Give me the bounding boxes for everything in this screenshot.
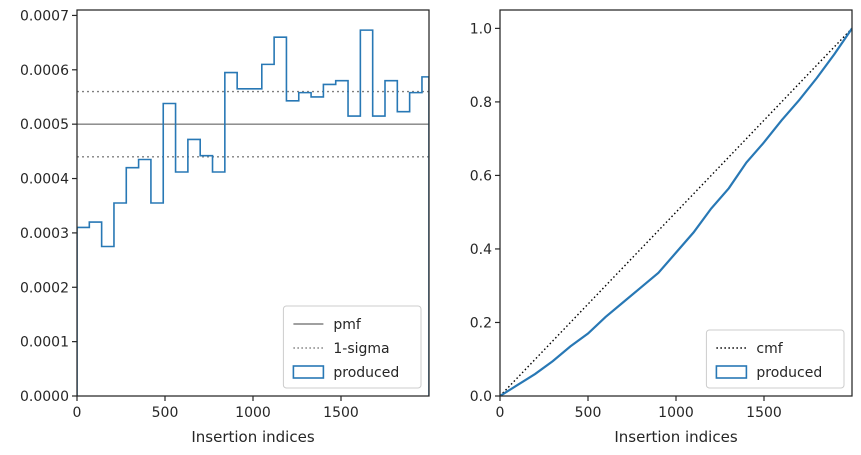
left-legend-box	[282, 305, 422, 389]
left-xtick-label: 1000	[235, 405, 271, 421]
right-ytick-label: 1.0	[470, 21, 492, 37]
right-legend-label: cmf	[756, 341, 783, 357]
left-ytick-label: 0.0000	[20, 389, 69, 405]
left-xtick-label: 500	[152, 405, 179, 421]
produced-line	[500, 27, 852, 396]
right-xtick-label: 500	[575, 405, 602, 421]
right-legend-label: produced	[756, 365, 822, 381]
cmf-line	[500, 27, 852, 396]
right-xtick-label: 0	[496, 405, 505, 421]
left-ytick-label: 0.0007	[20, 8, 69, 24]
left-ytick-label: 0.0001	[20, 335, 69, 351]
left-x-axis-label: Insertion indices	[191, 428, 314, 446]
right-legend-box	[705, 329, 845, 389]
left-ytick-label: 0.0002	[20, 280, 69, 296]
cmf-panel: 0 500 1000 1500 0.0 0.2 0.4 0.6 0.8 1.0 Insertion …	[470, 9, 853, 446]
left-xtick-label: 0	[73, 405, 82, 421]
left-xtick-label: 1500	[323, 405, 359, 421]
right-legend-swatch	[715, 365, 748, 379]
right-xtick-label: 1000	[658, 405, 694, 421]
right-x-axis-label: Insertion indices	[614, 428, 737, 446]
left-legend-label: produced	[333, 365, 399, 381]
right-ytick-label: 0.2	[470, 315, 492, 331]
left-legend: pmf 1-sigma produced	[282, 305, 422, 389]
right-plot-area	[500, 27, 852, 396]
left-legend-swatch	[292, 365, 325, 379]
produced-histogram	[77, 29, 429, 396]
left-legend-label: 1-sigma	[333, 341, 389, 357]
left-ytick-label: 0.0003	[20, 226, 69, 242]
left-ytick-label: 0.0004	[20, 172, 69, 188]
left-ytick-label: 0.0006	[20, 63, 69, 79]
left-legend-label: pmf	[333, 317, 362, 333]
right-ytick-label: 0.8	[470, 95, 492, 111]
right-ytick-label: 0.6	[470, 168, 492, 184]
left-plot-area	[77, 29, 429, 396]
right-ytick-label: 0.4	[470, 242, 492, 258]
right-frame	[499, 9, 853, 397]
left-frame	[76, 9, 430, 397]
right-ytick-label: 0.0	[470, 389, 492, 405]
pmf-histogram-panel: 0 500 1000 1500 0.0000 0.0001 0.0002 0.0003 0.00…	[20, 8, 430, 446]
left-ytick-label: 0.0005	[20, 117, 69, 133]
right-legend: cmf produced	[705, 329, 845, 389]
right-xtick-label: 1500	[746, 405, 782, 421]
